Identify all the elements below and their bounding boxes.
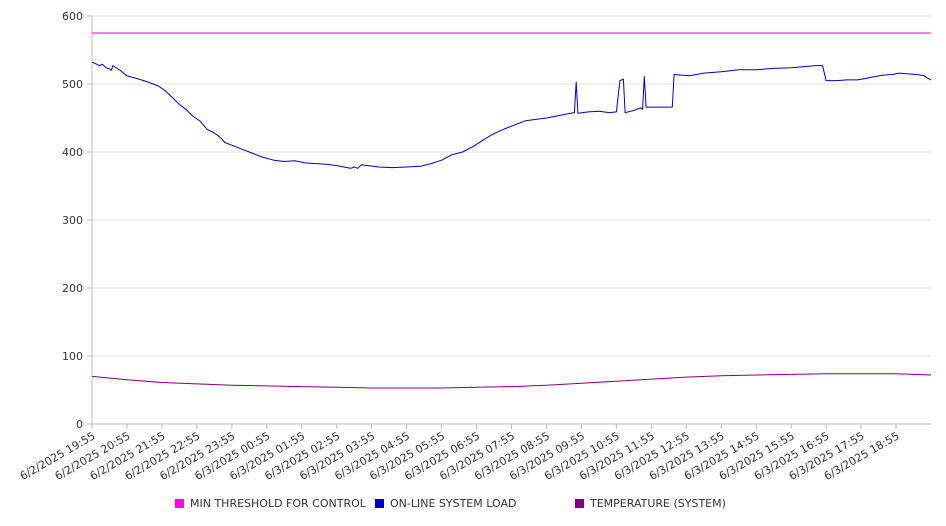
series-lines [91,32,932,389]
y-tick-labels: 0 100 200 300 400 500 600 [62,10,83,431]
y-tick-label: 400 [62,146,83,159]
series-line-temperature-system [91,373,932,389]
y-tick-label: 0 [76,418,83,431]
legend-swatch-temperature [575,499,584,508]
y-tick-label: 600 [62,10,83,23]
legend-label-temperature: TEMPERATURE (SYSTEM) [590,497,726,510]
y-tick-label: 300 [62,214,83,227]
y-tick-label: 500 [62,78,83,91]
y-tick-label: 200 [62,282,83,295]
legend-label-min-threshold: MIN THRESHOLD FOR CONTROL [190,497,366,510]
legend: MIN THRESHOLD FOR CONTROL ON-LINE SYSTEM… [0,497,946,517]
series-line-on-line-system-load [91,61,932,169]
x-tick-labels: 6/2/2025 19:556/2/2025 20:556/2/2025 21:… [18,429,902,483]
legend-swatch-system-load [375,499,384,508]
y-tick-label: 100 [62,350,83,363]
legend-label-system-load: ON-LINE SYSTEM LOAD [390,497,517,510]
axes [87,15,931,429]
gridlines [92,15,931,357]
legend-item-system-load: ON-LINE SYSTEM LOAD [375,497,516,510]
legend-item-min-threshold: MIN THRESHOLD FOR CONTROL [175,497,366,510]
legend-swatch-min-threshold [175,499,184,508]
legend-item-temperature: TEMPERATURE (SYSTEM) [575,497,726,510]
